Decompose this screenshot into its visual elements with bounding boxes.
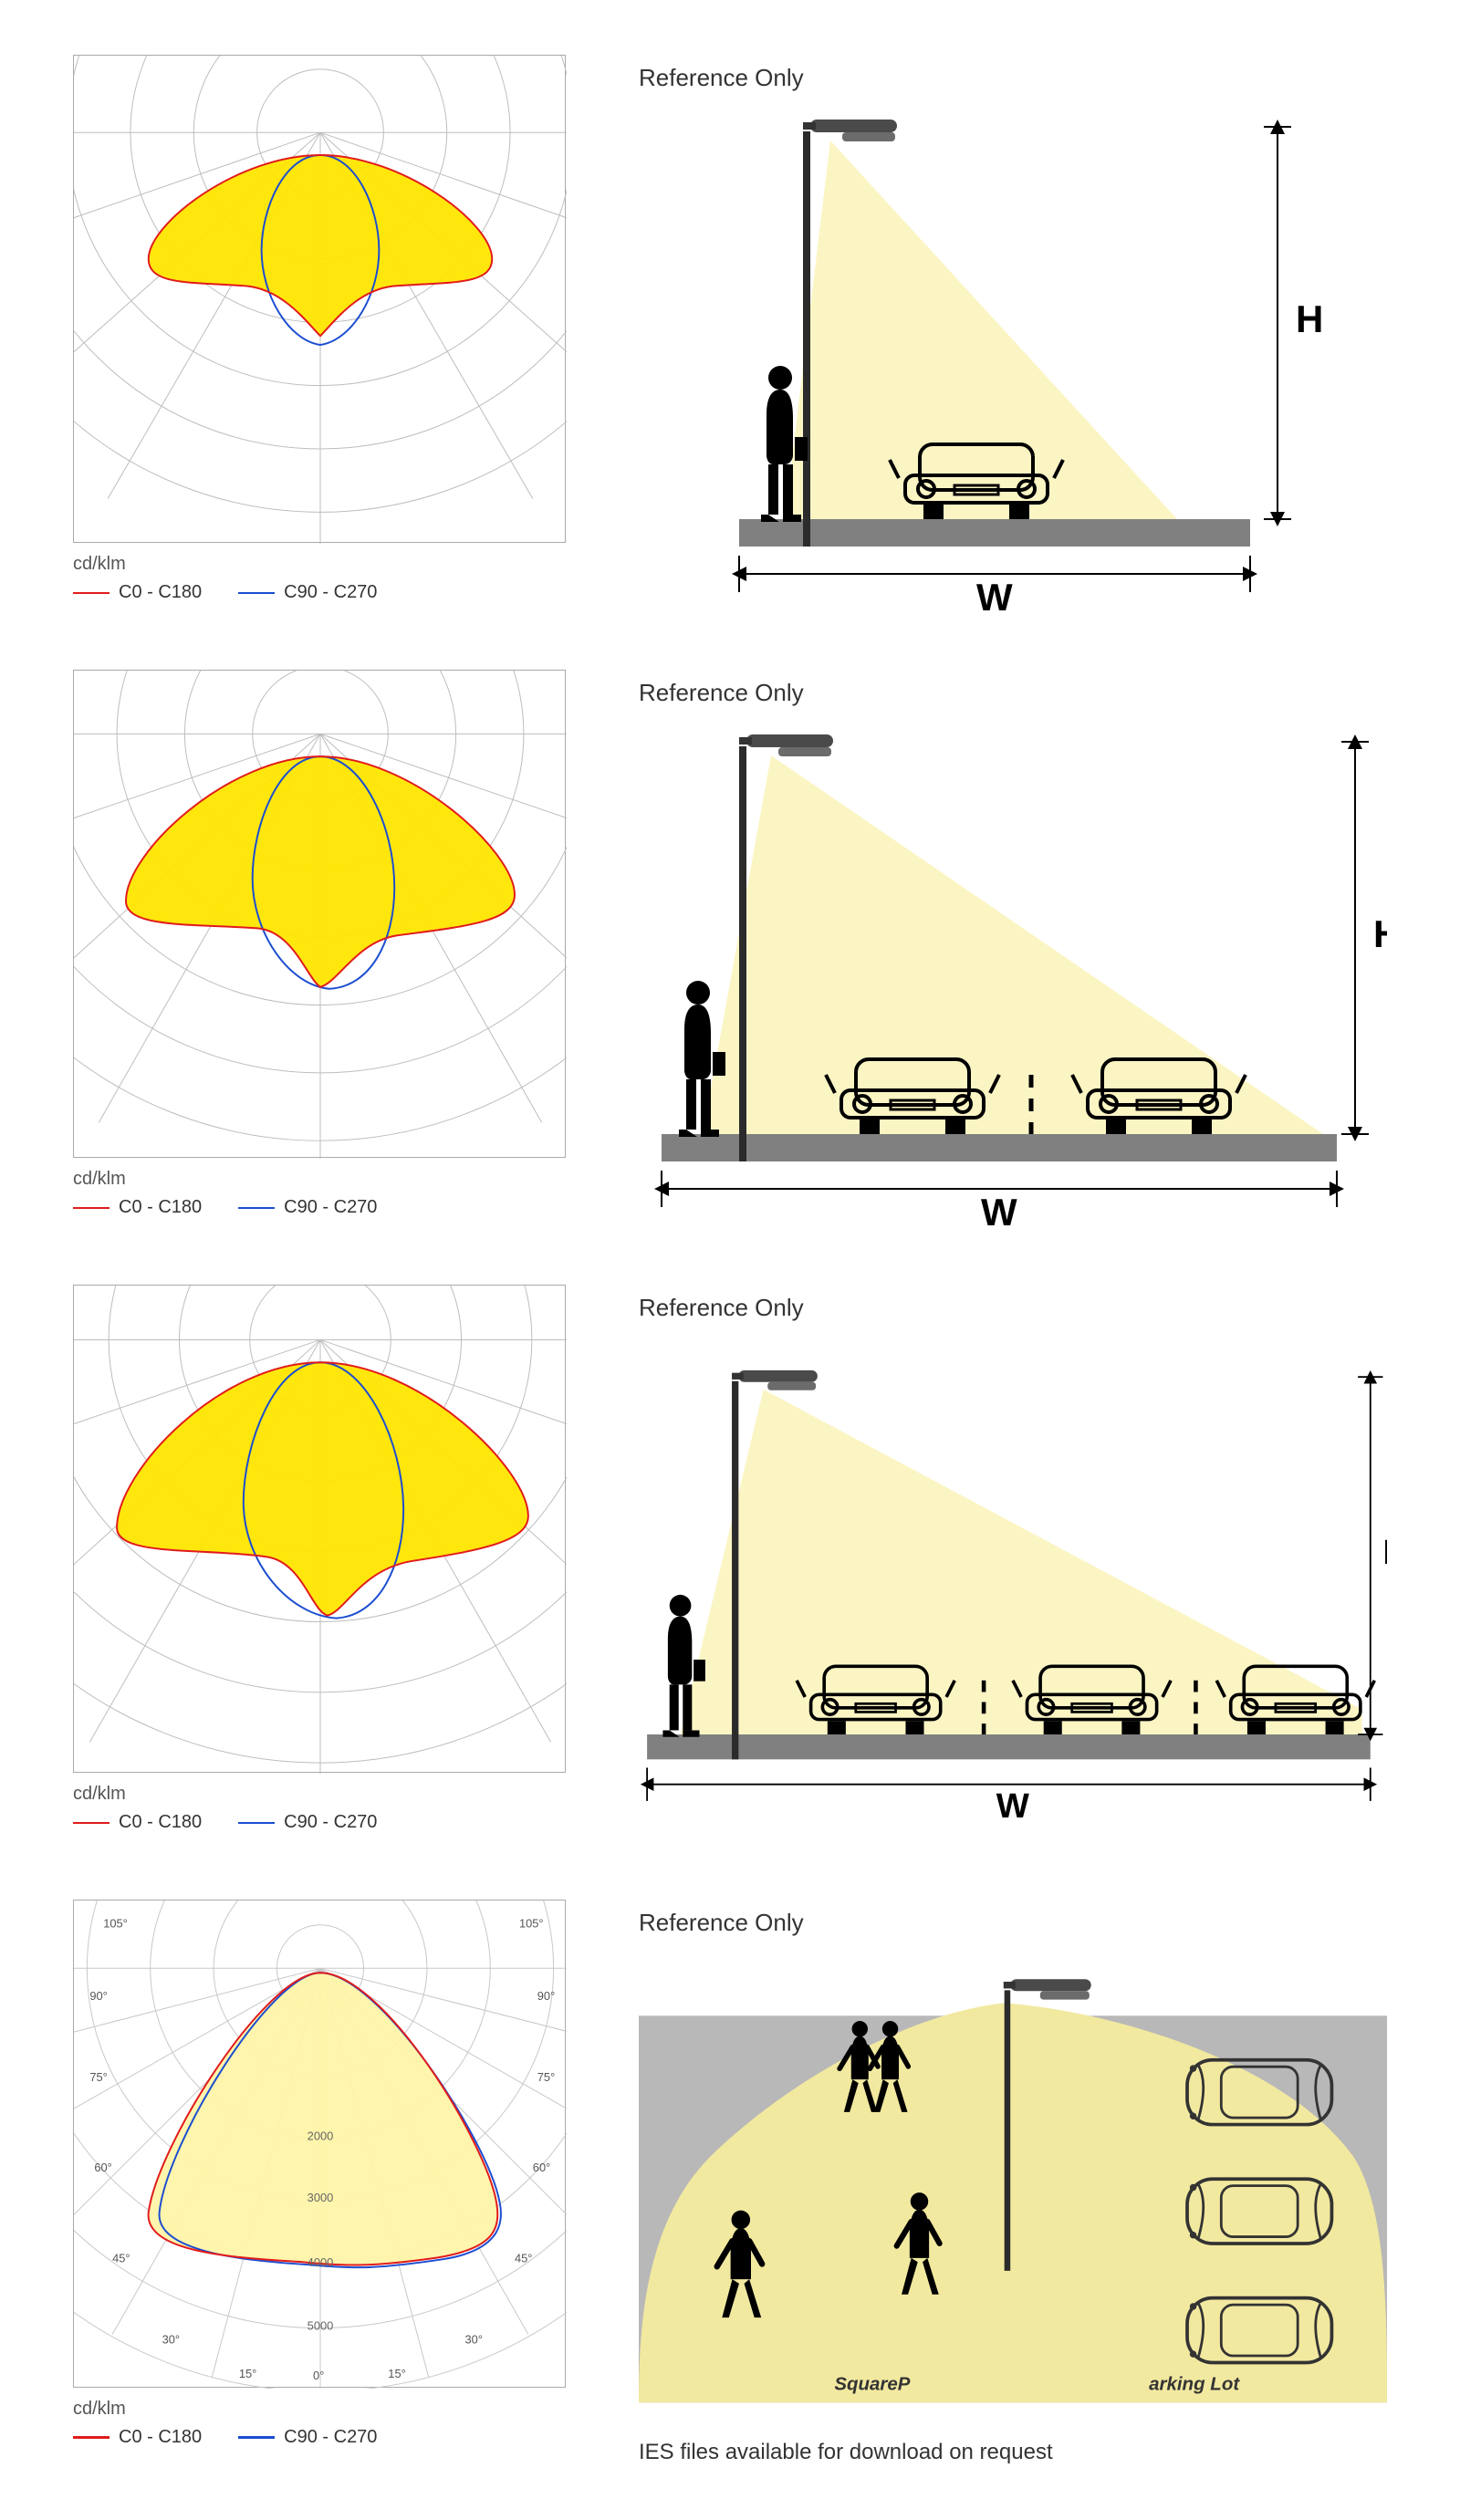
polar-plot-2: [73, 670, 566, 1158]
light-beam: [681, 1390, 1362, 1734]
dim-w-label: W: [976, 576, 1013, 610]
legend-c0: C0 - C180: [73, 2427, 202, 2448]
scene-box-1: Reference Only: [639, 55, 1387, 615]
svg-text:60°: 60°: [94, 2161, 111, 2174]
scene-ref-3: Reference Only: [639, 1294, 1387, 1322]
svg-text:15°: 15°: [239, 2367, 256, 2380]
dim-h-label: H: [1373, 912, 1387, 955]
svg-text:45°: 45°: [112, 2251, 130, 2265]
polar-plot-1: [73, 55, 566, 543]
polar-svg-3: [74, 1286, 567, 1774]
lamp-head-icon: [732, 1370, 818, 1390]
polar-fill-2: [126, 756, 515, 987]
polar-unit-4: cd/klm: [73, 2399, 566, 2420]
dim-h-label: H: [1382, 1533, 1387, 1572]
lamp-head-icon: [739, 734, 833, 756]
scene-svg-2: H W: [639, 714, 1387, 1225]
polar-legend-2: C0 - C180 C90 - C270: [73, 1197, 566, 1218]
svg-text:4000: 4000: [308, 2255, 334, 2269]
svg-text:30°: 30°: [465, 2332, 483, 2346]
diagram-grid: cd/klm C0 - C180 C90 - C270 Reference On…: [73, 55, 1387, 2465]
svg-text:105°: 105°: [103, 1917, 128, 1931]
dim-w-label: W: [981, 1191, 1017, 1225]
svg-text:15°: 15°: [388, 2367, 405, 2380]
svg-text:75°: 75°: [89, 2070, 107, 2084]
svg-text:0°: 0°: [313, 2369, 324, 2382]
legend-c90: C90 - C270: [238, 2427, 377, 2448]
polar-plot-4: 105° 90° 75° 60° 45° 30° 15° 0° 15° 30° …: [73, 1900, 566, 2388]
square-label-left: SquareP: [834, 2373, 910, 2394]
polar-box-3: cd/klm C0 - C180 C90 - C270: [73, 1285, 566, 1845]
svg-text:105°: 105°: [519, 1917, 544, 1931]
scene-box-2: Reference Only H W: [639, 670, 1387, 1230]
svg-text:75°: 75°: [537, 2070, 555, 2084]
polar-fill-4: [149, 1973, 498, 2265]
pole: [732, 1381, 738, 1760]
square-label-right: arking Lot: [1149, 2373, 1240, 2394]
svg-text:30°: 30°: [162, 2332, 180, 2346]
polar-legend-1: C0 - C180 C90 - C270: [73, 582, 566, 603]
pole: [803, 131, 810, 547]
legend-c90: C90 - C270: [238, 1812, 377, 1833]
scene-box-4: Reference Only: [639, 1900, 1387, 2465]
scene-ref-4: Reference Only: [639, 1909, 1387, 1937]
polar-legend-3: C0 - C180 C90 - C270: [73, 1812, 566, 1833]
road: [662, 1134, 1337, 1161]
svg-text:90°: 90°: [537, 1989, 555, 2003]
legend-c90: C90 - C270: [238, 1197, 377, 1218]
legend-c0: C0 - C180: [73, 1197, 202, 1218]
lamp-head-icon: [803, 120, 897, 141]
scene-svg-4: SquareP arking Lot: [639, 1944, 1387, 2419]
scene-svg-3: H W: [639, 1329, 1387, 1840]
road: [647, 1734, 1371, 1759]
polar-fill-1: [149, 155, 492, 336]
polar-unit-1: cd/klm: [73, 554, 566, 575]
pole: [739, 746, 746, 1161]
polar-box-1: cd/klm C0 - C180 C90 - C270: [73, 55, 566, 615]
polar-svg-1: [74, 56, 567, 544]
scene-ref-1: Reference Only: [639, 64, 1387, 92]
polar-plot-3: [73, 1285, 566, 1773]
lamp-head-icon: [1004, 1979, 1091, 1999]
svg-text:3000: 3000: [308, 2191, 334, 2204]
scene-ref-2: Reference Only: [639, 679, 1387, 707]
polar-fill-3: [117, 1362, 528, 1615]
legend-c0: C0 - C180: [73, 582, 202, 603]
light-beam: [785, 141, 1177, 519]
scene-box-3: Reference Only H W: [639, 1285, 1387, 1845]
legend-c0: C0 - C180: [73, 1812, 202, 1833]
legend-c90: C90 - C270: [238, 582, 377, 603]
scene-svg-1: H W: [639, 99, 1387, 610]
polar-unit-2: cd/klm: [73, 1169, 566, 1190]
polar-unit-3: cd/klm: [73, 1784, 566, 1805]
polar-legend-4: C0 - C180 C90 - C270: [73, 2427, 566, 2448]
dim-h-label: H: [1296, 297, 1323, 340]
footer-note: IES files available for download on requ…: [639, 2440, 1387, 2465]
pole: [1005, 1990, 1011, 2271]
polar-svg-2: [74, 671, 567, 1159]
dim-w-label: W: [996, 1786, 1030, 1826]
polar-box-4: 105° 90° 75° 60° 45° 30° 15° 0° 15° 30° …: [73, 1900, 566, 2465]
svg-text:2000: 2000: [308, 2130, 334, 2143]
road: [739, 519, 1250, 547]
svg-text:5000: 5000: [308, 2319, 334, 2333]
polar-svg-4: 105° 90° 75° 60° 45° 30° 15° 0° 15° 30° …: [74, 1900, 567, 2389]
svg-text:90°: 90°: [89, 1989, 107, 2003]
svg-text:45°: 45°: [515, 2251, 532, 2265]
light-beam: [703, 755, 1323, 1134]
polar-box-2: cd/klm C0 - C180 C90 - C270: [73, 670, 566, 1230]
svg-text:60°: 60°: [533, 2161, 550, 2174]
